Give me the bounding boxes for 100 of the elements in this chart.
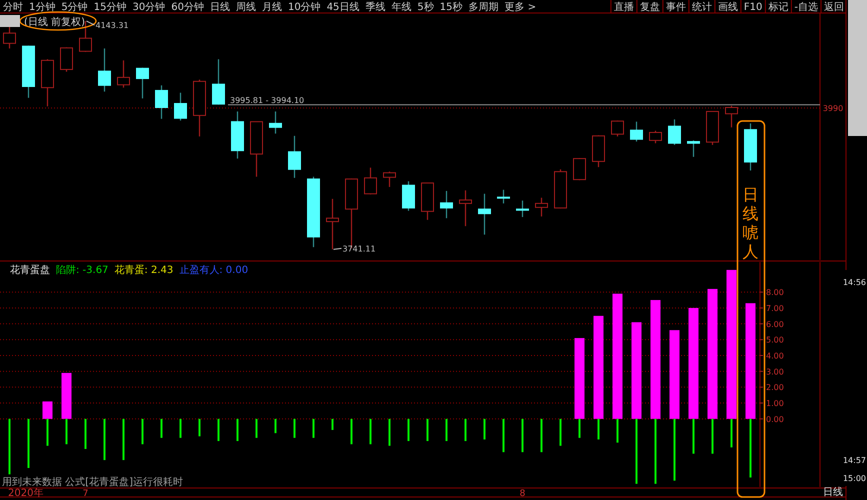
bar [42, 401, 52, 419]
text: 14:56 [842, 278, 866, 287]
bar [688, 308, 698, 419]
bar [484, 418, 486, 440]
bar [502, 418, 504, 452]
x-tick-label: 8 [520, 489, 526, 499]
text: 15秒 [440, 1, 463, 13]
bar [160, 418, 162, 438]
annotation: 花青蛋: 2.43 [114, 264, 174, 276]
bar [426, 418, 428, 442]
bar [332, 418, 334, 430]
bar [104, 418, 106, 460]
bar [616, 418, 618, 443]
bar [370, 418, 372, 444]
bar [66, 418, 68, 444]
annotation: 日线唬人 [742, 185, 758, 261]
bar [750, 418, 752, 478]
bar [670, 330, 680, 419]
y-tick-label: 4.00 [766, 351, 784, 360]
text: 日线 [823, 486, 843, 498]
bar [654, 418, 656, 484]
bar [612, 294, 622, 419]
bar [62, 372, 72, 419]
bar [256, 418, 258, 438]
bar [142, 418, 144, 444]
bar [312, 418, 314, 438]
annotation: 陷阱: -3.67 [56, 264, 108, 276]
y-tick-label: 0.00 [766, 414, 784, 424]
text: 45日线 [326, 1, 360, 13]
bar [84, 418, 86, 449]
text: 15:00 [842, 474, 866, 483]
bar [122, 418, 124, 460]
bar [218, 418, 220, 442]
text: 15分钟 [94, 1, 126, 13]
text: F10 [744, 2, 762, 13]
bar [730, 418, 732, 448]
text: 事件 [666, 1, 686, 13]
bar [708, 288, 718, 419]
annotation: 用到未来数据 公式[花青蛋盘]运行很耗时 [2, 476, 183, 488]
bar [560, 418, 562, 446]
y-tick-label: 1.00 [766, 399, 784, 408]
text: 返回 [824, 1, 844, 13]
text: 更多 > [504, 1, 536, 13]
text: 5分钟 [61, 1, 88, 13]
bar [540, 418, 542, 452]
bar [650, 300, 660, 419]
bar [598, 418, 600, 440]
bar [574, 338, 584, 419]
y-tick-label: 3.00 [766, 367, 784, 376]
text: 画线 [718, 1, 738, 13]
text: 年线 [391, 1, 412, 13]
annotation: 4143.31 [96, 21, 129, 30]
text: 10分钟 [288, 1, 321, 13]
text: 月线 [262, 1, 282, 13]
bar [180, 418, 182, 438]
y-tick-label: 8.00 [766, 288, 784, 298]
y-tick-label: 6.00 [766, 320, 784, 329]
bar [726, 270, 736, 419]
chart-title: 花青蛋盘 [10, 264, 50, 276]
bar [408, 418, 410, 442]
bar [198, 418, 200, 436]
bar [522, 418, 524, 452]
text: 直播 [614, 1, 634, 13]
bar [274, 418, 276, 434]
ref-line-label: 3990 [822, 104, 844, 114]
bar [746, 303, 756, 419]
text: 14:57 [842, 456, 866, 465]
text: 日线 [210, 1, 230, 13]
bar [594, 316, 604, 419]
bar [632, 322, 642, 419]
y-tick-label: 7.00 [766, 304, 784, 313]
bar [28, 418, 30, 468]
bar [712, 418, 714, 454]
bar [350, 418, 352, 444]
text: 多周期 [468, 1, 499, 13]
text: 分时 [3, 1, 23, 13]
text: 60分钟 [171, 1, 204, 13]
bar [46, 418, 48, 446]
bar [578, 418, 580, 438]
bar [388, 418, 390, 446]
bar [446, 418, 448, 442]
text: 周线 [236, 1, 256, 13]
text: 季线 [365, 1, 386, 13]
text: 标记 [767, 1, 788, 13]
bar [692, 418, 694, 454]
text: -自选 [794, 1, 818, 13]
bar [674, 418, 676, 481]
text: 复盘 [640, 1, 660, 13]
bar [8, 418, 10, 474]
annotation: 止盈有人: 0.00 [179, 264, 248, 276]
x-tick-label: 7 [82, 489, 88, 499]
bar [294, 418, 296, 438]
bar [464, 418, 466, 442]
bar [636, 418, 638, 484]
text: 5秒 [417, 1, 434, 13]
annotation: 3741.11 [342, 244, 376, 254]
text: 1分钟 [29, 1, 56, 13]
text: 2020年 [8, 487, 44, 499]
text: 30分钟 [132, 1, 166, 13]
y-tick-label: 5.00 [766, 336, 784, 345]
